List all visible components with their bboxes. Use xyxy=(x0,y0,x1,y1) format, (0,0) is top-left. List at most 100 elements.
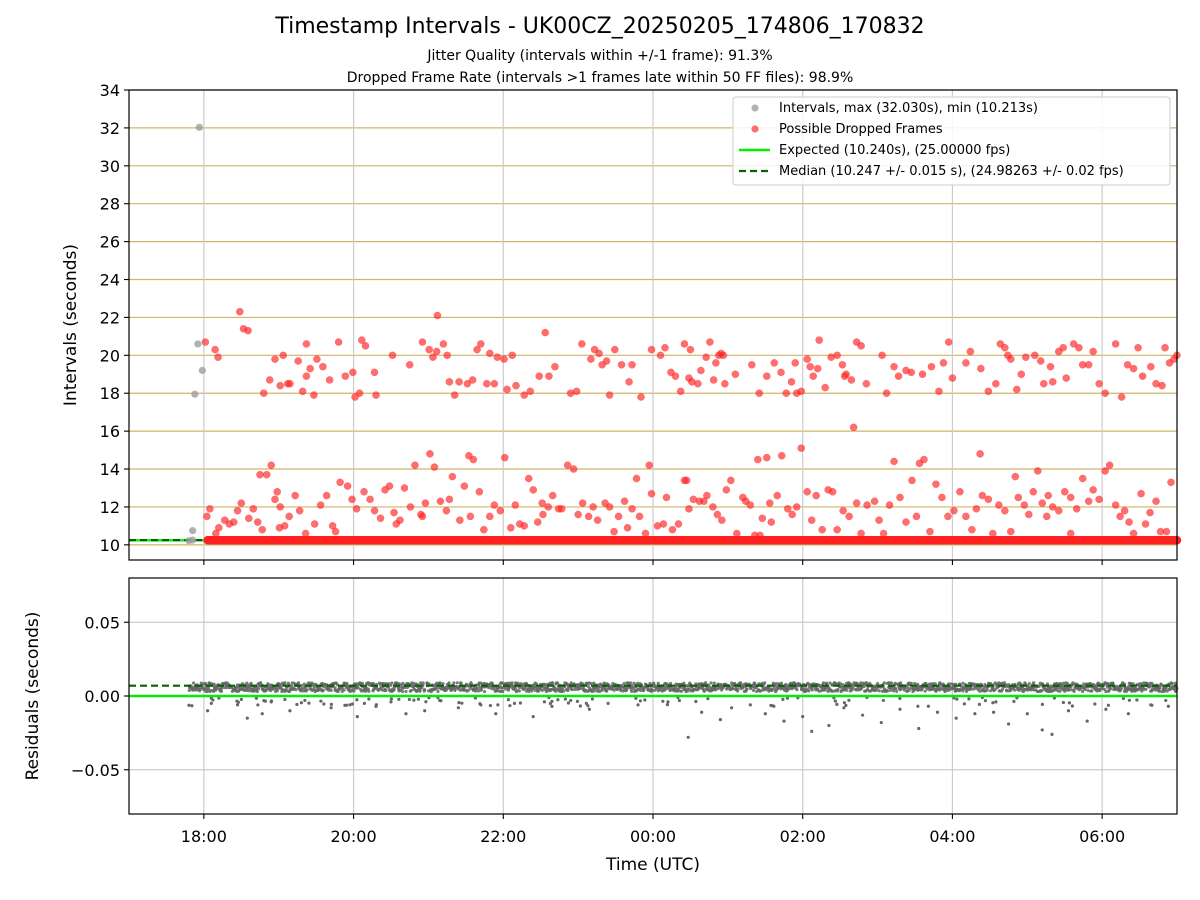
dropped-frame-point xyxy=(1021,353,1030,362)
residual-point xyxy=(736,689,740,693)
residual-point xyxy=(295,702,299,707)
dropped-frame-point xyxy=(849,423,858,432)
chart-subtitle-jitter: Jitter Quality (intervals within +/-1 fr… xyxy=(427,48,773,64)
dropped-frame-point xyxy=(357,336,366,345)
residual-point xyxy=(444,688,448,693)
residual-point xyxy=(542,700,546,704)
residual-point xyxy=(401,689,405,694)
residual-point xyxy=(785,696,789,700)
residual-outlier-point xyxy=(606,701,610,705)
dropped-frame-point xyxy=(770,359,779,367)
residual-point xyxy=(622,681,626,686)
residual-point xyxy=(800,686,805,690)
residual-point xyxy=(508,704,512,708)
residual-point xyxy=(286,681,290,685)
residual-point xyxy=(305,688,309,692)
dropped-frame-point xyxy=(400,484,409,492)
residual-point xyxy=(924,681,928,685)
dropped-frame-point xyxy=(485,512,494,521)
residual-point xyxy=(319,699,323,703)
residual-point xyxy=(350,702,354,706)
residual-point xyxy=(412,698,416,702)
residual-point xyxy=(1166,704,1170,708)
residual-point xyxy=(376,688,380,692)
dropped-frame-point xyxy=(635,512,644,521)
residual-point xyxy=(958,687,962,692)
dropped-frame-point xyxy=(845,512,853,521)
residual-outlier-point xyxy=(404,712,408,716)
residual-point xyxy=(1058,689,1062,693)
residual-point xyxy=(1083,687,1087,692)
dropped-frame-point xyxy=(201,338,210,346)
residual-point xyxy=(1050,685,1054,689)
residual-point xyxy=(397,697,401,701)
residual-point xyxy=(358,681,362,685)
residual-point xyxy=(294,688,298,692)
dropped-frame-point xyxy=(746,501,755,509)
residual-point xyxy=(842,688,846,692)
dropped-frame-point xyxy=(578,499,587,507)
residual-outlier-point xyxy=(700,710,704,714)
dropped-frame-point xyxy=(813,364,822,373)
dropped-frame-point xyxy=(1024,510,1033,519)
residual-point xyxy=(913,681,917,686)
residual-point xyxy=(390,681,394,685)
residual-point xyxy=(509,683,514,687)
residual-point xyxy=(1135,698,1139,702)
dropped-frame-point xyxy=(870,497,879,506)
dropped-frame-point xyxy=(328,522,337,530)
residual-point xyxy=(437,681,441,685)
residual-point xyxy=(592,689,596,693)
residual-outlier-point xyxy=(456,706,460,710)
y-tick-label: 12 xyxy=(100,498,120,517)
residual-point xyxy=(612,688,616,692)
dropped-frame-point xyxy=(907,368,916,377)
dropped-frame-point xyxy=(806,362,815,371)
dropped-frame-point xyxy=(526,387,535,396)
dropped-frame-point xyxy=(788,510,797,519)
residual-point xyxy=(779,681,784,685)
residual-point xyxy=(855,681,859,686)
residual-point xyxy=(845,688,849,692)
residual-point xyxy=(578,704,582,708)
residual-point xyxy=(1067,701,1071,705)
residual-point xyxy=(204,686,208,691)
residual-point xyxy=(360,681,364,685)
residual-point xyxy=(208,689,212,693)
residual-point xyxy=(283,697,287,702)
dropped-frame-point xyxy=(782,389,791,398)
residual-point xyxy=(629,689,634,693)
dropped-frame-point xyxy=(244,514,253,523)
dropped-frame-point xyxy=(762,453,771,462)
residual-point xyxy=(190,704,194,708)
dropped-frame-point xyxy=(674,520,683,528)
residual-point xyxy=(455,681,459,685)
dropped-frame-point xyxy=(732,529,741,538)
residual-point xyxy=(1000,681,1004,685)
residual-point xyxy=(578,686,583,691)
dropped-frame-point xyxy=(256,470,264,479)
residual-point xyxy=(418,689,422,693)
residual-point xyxy=(329,702,333,706)
residual-point xyxy=(821,681,826,685)
dropped-frame-point xyxy=(1129,364,1138,373)
dropped-frame-point xyxy=(713,510,722,519)
dropped-frame-point xyxy=(388,351,397,360)
residual-point xyxy=(345,681,349,686)
residual-point xyxy=(220,686,224,690)
dropped-frame-point xyxy=(485,349,494,358)
residual-point xyxy=(864,681,868,685)
dropped-frame-point xyxy=(1039,379,1048,388)
residual-point xyxy=(1040,689,1044,693)
dropped-frame-point xyxy=(1137,489,1145,498)
residual-outlier-point xyxy=(1164,698,1168,703)
residual-outlier-point xyxy=(374,704,378,708)
residual-point xyxy=(898,696,902,700)
dropped-frame-point xyxy=(468,376,477,384)
dropped-frame-point xyxy=(812,491,821,500)
dropped-frame-point xyxy=(605,503,614,511)
dropped-frame-point xyxy=(662,493,671,502)
dropped-frame-point xyxy=(773,491,782,500)
dropped-frame-point xyxy=(878,351,886,360)
residual-point xyxy=(810,688,814,692)
